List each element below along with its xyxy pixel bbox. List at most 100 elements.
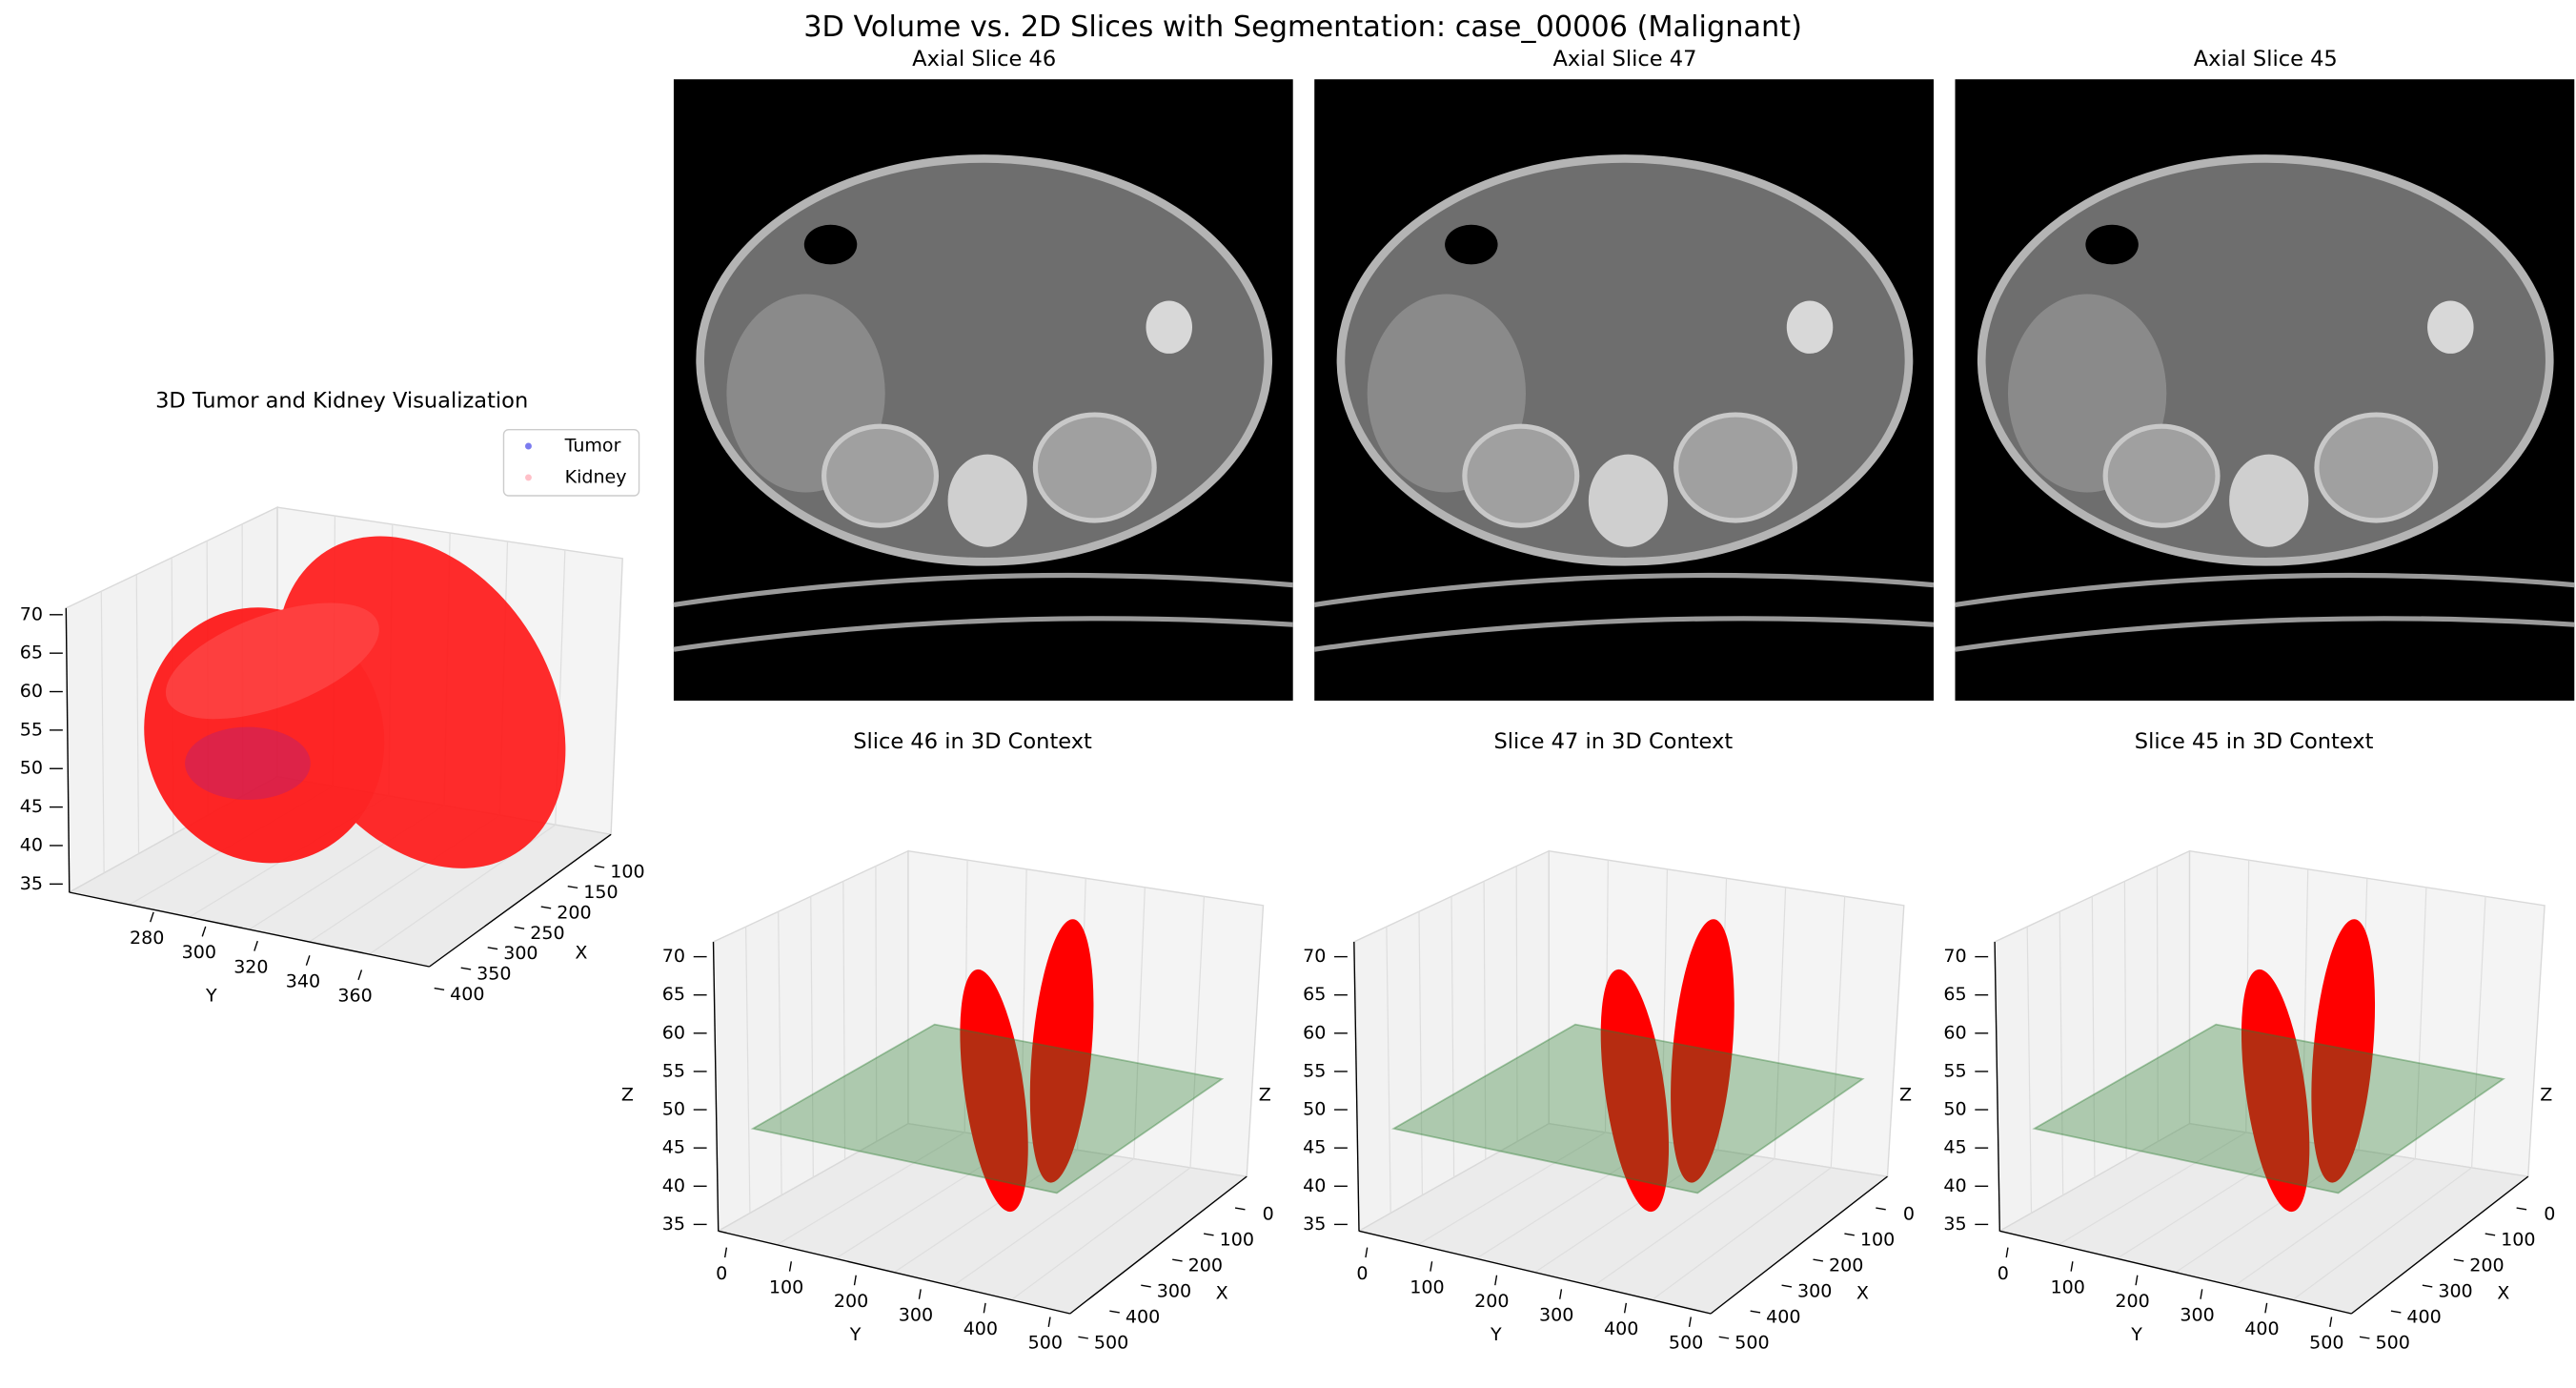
pane-rule [2059,911,2064,1195]
ct-bowel [1786,300,1834,354]
subplot-title: Slice 47 in 3D Context [1494,729,1734,754]
y-tick-mark [2070,1261,2074,1272]
pane-rule [1418,911,1424,1195]
pane-rule [776,1132,965,1246]
pane-rule [2470,896,2486,1168]
y-tick-label: 0 [1998,1263,2009,1284]
x-axis-title: X [575,943,587,964]
x-tick-label: 400 [1766,1307,1800,1328]
y-tick-mark [2135,1275,2139,1286]
pane-rule [100,591,105,873]
figure-title: 3D Volume vs. 2D Slices with Segmentatio… [803,10,1802,44]
y-tick-mark [1494,1275,1498,1286]
z-tick-label: 50 [20,758,43,779]
x-tick-label: 300 [1157,1281,1191,1302]
x-tick-mark [2516,1207,2527,1211]
y-tick-mark [1047,1317,1051,1327]
ct-spine [1588,454,1669,547]
y-axis-title: Y [849,1324,862,1345]
x-tick-label: 200 [1188,1255,1223,1276]
y-tick-mark [150,911,154,923]
z-tick-label: 70 [1943,946,1966,967]
pane-rule [2292,1167,2472,1301]
ct-bowel [2427,300,2474,354]
z-tick-label: 70 [20,603,43,624]
z-axis-title: Z [621,1085,634,1106]
axis-line [1999,1230,2352,1315]
legend-marker [524,474,532,481]
kidney-cloud [1029,919,1094,1183]
x-tick-label: 200 [2469,1255,2504,1276]
z-tick-label: 50 [1303,1099,1326,1120]
y-tick-label: 300 [182,942,216,963]
x-tick-label: 100 [1220,1230,1254,1251]
x-tick-label: 500 [1094,1333,1128,1354]
x-axis-title: X [1856,1283,1869,1304]
x-tick-mark [1718,1336,1730,1339]
z-axis-title: Z [1259,1085,1271,1106]
x-tick-mark [1813,1258,1824,1262]
pane-rule [1189,896,1206,1168]
pane-rule [875,866,878,1142]
y-tick-label: 500 [1028,1333,1063,1354]
point-cloud [144,536,566,868]
y-tick-label: 200 [1474,1291,1509,1312]
kidney-cloud [2311,919,2376,1183]
x-tick-mark [1781,1284,1793,1288]
z-tick-label: 65 [1303,984,1326,1005]
x-tick-mark [1078,1336,1088,1339]
y-tick-label: 400 [2244,1318,2279,1339]
z-axis-title: Z [1899,1085,1912,1106]
axis-line [69,891,430,968]
y-tick-mark [201,926,207,937]
x-tick-mark [1204,1233,1214,1236]
pane-rule [1010,1167,1191,1301]
x-tick-mark [1750,1310,1761,1314]
axis-line [1358,1230,1712,1315]
x-axis-title: X [2497,1283,2509,1304]
y-tick-label: 400 [1604,1318,1638,1339]
x-tick-label: 400 [1126,1307,1160,1328]
z-tick-label: 55 [20,719,43,740]
z-tick-label: 60 [20,681,43,702]
legend-label: Tumor [564,435,621,456]
x-tick-mark [434,987,445,990]
x-tick-mark [567,885,578,889]
kidney-cloud [1600,969,1670,1213]
x-tick-label: 150 [583,882,618,903]
kidney-cloud [1671,919,1734,1183]
ct-bowel [1146,300,1193,354]
pane-rule [2091,896,2096,1178]
kidney-cloud [960,969,1028,1213]
y-tick-mark [1365,1247,1369,1258]
pane-rule [2414,887,2427,1159]
z-tick-label: 35 [662,1214,685,1235]
z-tick-label: 65 [20,643,43,663]
ct-gas [1445,224,1498,265]
axis-line [65,607,71,893]
y-tick-mark [1559,1289,1563,1299]
x-tick-label: 350 [477,964,511,985]
y-tick-label: 320 [233,956,268,977]
pane-rule [1592,1158,1775,1287]
slice-plane [750,1023,1225,1194]
z-tick-label: 45 [20,796,43,817]
legend-box [502,428,640,497]
x-tick-mark [1109,1310,1120,1314]
legend-label: Kidney [565,466,627,487]
pane-rule [2058,1132,2247,1246]
y-tick-label: 300 [899,1305,933,1326]
y-tick-label: 200 [2115,1291,2149,1312]
z-tick-label: 50 [1943,1099,1966,1120]
kidney-cloud [165,602,379,720]
z-tick-label: 40 [1943,1175,1966,1196]
subplot-title: Axial Slice 47 [1552,47,1696,71]
ct-spine [947,454,1027,547]
pane-rule [2233,1158,2416,1287]
pane-rule [135,574,140,854]
y-tick-mark [357,970,363,981]
kidney-cloud [2241,969,2310,1213]
y-tick-label: 0 [716,1263,727,1284]
x-tick-mark [514,926,525,929]
